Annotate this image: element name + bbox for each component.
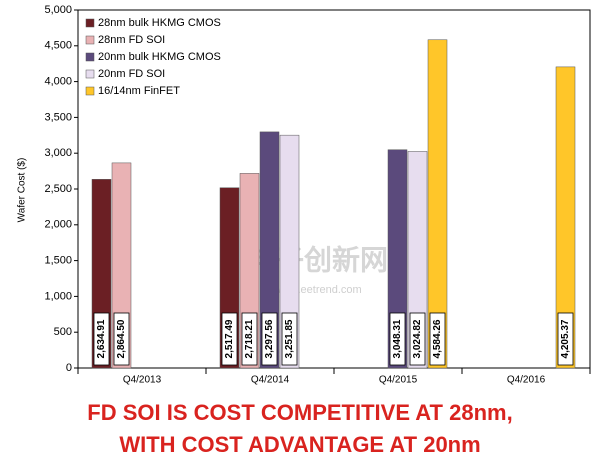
value-label: 3,251.85: [284, 319, 295, 358]
value-label: 4,205.37: [560, 319, 571, 358]
legend-label: 20nm FD SOI: [98, 68, 165, 80]
value-label-box: [241, 312, 258, 366]
value-label-box: [281, 312, 298, 366]
value-label: 3,048.31: [392, 319, 403, 358]
value-label-box: [113, 312, 130, 366]
bar: [555, 66, 576, 369]
legend-swatch: [85, 52, 95, 62]
y-tick-label: 500: [54, 326, 72, 338]
y-tick-label: 5,000: [44, 4, 72, 16]
value-label-box: [93, 312, 110, 366]
value-label-box: [429, 312, 446, 366]
value-label-box: [221, 312, 238, 366]
legend-swatch: [85, 18, 95, 28]
value-label: 2,718.21: [244, 319, 255, 358]
y-axis-label: Wafer Cost ($): [17, 158, 28, 223]
x-tick-label: Q4/2015: [379, 375, 418, 386]
y-tick-label: 3,500: [44, 111, 72, 123]
y-tick-label: 2,000: [44, 219, 72, 231]
value-label-box: [261, 312, 278, 366]
legend-label: 20nm bulk HKMG CMOS: [98, 51, 221, 63]
legend-swatch: [85, 69, 95, 79]
value-label-box: [409, 312, 426, 366]
headline: WITH COST ADVANTAGE AT 20nm: [119, 432, 480, 457]
legend-swatch: [85, 86, 95, 96]
value-label: 3,297.56: [264, 319, 275, 358]
legend-label: 28nm FD SOI: [98, 34, 165, 46]
legend-label: 28nm bulk HKMG CMOS: [98, 17, 221, 29]
value-label-box: [389, 312, 406, 366]
value-label-box: [557, 312, 574, 366]
bar: [279, 134, 300, 369]
y-tick-label: 3,000: [44, 147, 72, 159]
value-label: 4,584.26: [432, 319, 443, 358]
value-label: 2,517.49: [224, 319, 235, 358]
y-tick-label: 1,000: [44, 290, 72, 302]
y-tick-label: 1,500: [44, 255, 72, 267]
legend-swatch: [85, 35, 95, 45]
value-label: 2,864.50: [116, 319, 127, 358]
plot-area: [77, 9, 591, 369]
bar: [259, 131, 280, 369]
y-tick-label: 4,000: [44, 76, 72, 88]
value-label: 2,634.91: [96, 319, 107, 358]
y-tick-label: 4,500: [44, 40, 72, 52]
x-tick-label: Q4/2013: [123, 375, 162, 386]
headline: FD SOI IS COST COMPETITIVE AT 28nm,: [87, 400, 512, 425]
y-tick-label: 2,500: [44, 183, 72, 195]
x-tick-label: Q4/2014: [251, 375, 290, 386]
x-tick-label: Q4/2016: [507, 375, 546, 386]
value-label: 3,024.82: [412, 319, 423, 358]
legend-label: 16/14nm FinFET: [98, 85, 180, 97]
y-tick-label: 0: [66, 362, 72, 374]
bar: [427, 39, 448, 369]
